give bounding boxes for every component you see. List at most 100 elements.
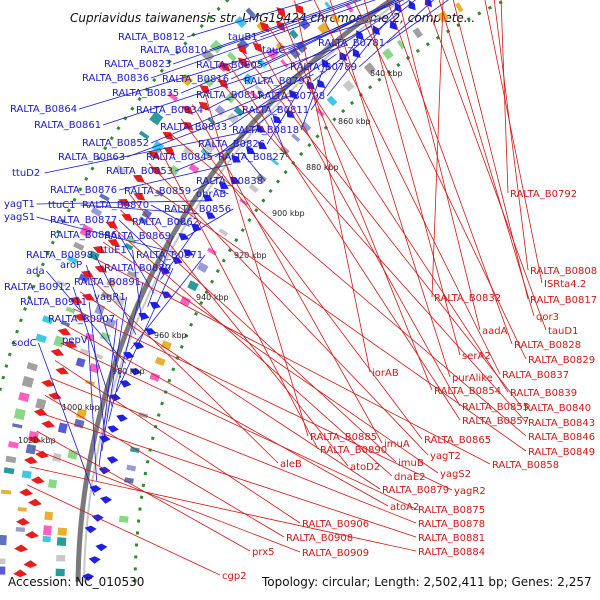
forward-gene-label-48: RALTA_B0911 <box>20 297 87 308</box>
forward-gene-label-51: pepV <box>62 335 88 346</box>
forward-gene-arrow-49 <box>107 425 119 433</box>
forward-leader-line-46 <box>72 286 113 407</box>
forward-leader-line-36 <box>118 219 168 267</box>
feature-block-0-23 <box>234 16 247 29</box>
forward-leader-line-27 <box>241 151 266 182</box>
forward-gene-arrow-15 <box>389 20 398 30</box>
reverse-leader-line-9 <box>363 0 461 356</box>
forward-gene-label-20: RALTA_B0852 <box>82 138 149 149</box>
forward-gene-label-25: ttuD2 <box>12 168 40 179</box>
feature-block-3-40 <box>126 270 137 279</box>
forward-gene-label-28: RALTA_B0876 <box>50 185 117 196</box>
forward-gene-arrow-21 <box>317 79 326 88</box>
feature-block-2-25 <box>241 73 254 85</box>
reverse-gene-label-31: RALTA_B0858 <box>492 460 559 471</box>
reverse-leader-line-26 <box>138 178 527 452</box>
feature-block-3-46 <box>93 353 104 360</box>
feature-block-2-47 <box>75 357 86 368</box>
kbp-tick-label-6: 960 kbp <box>154 331 187 340</box>
forward-gene-arrow-26 <box>256 124 266 133</box>
reverse-leader-line-14 <box>280 12 433 391</box>
reverse-leader-line-16 <box>253 37 461 407</box>
forward-leader-line-31 <box>36 200 206 205</box>
reverse-gene-label-33: RALTA_B0879 <box>382 485 449 496</box>
forward-gene-label-12: RALTA_B0815 <box>196 90 263 101</box>
feature-block-1-55 <box>21 470 32 479</box>
reverse-leader-line-29 <box>111 225 393 477</box>
reverse-gene-label-24: RALTA_B0890 <box>320 445 387 456</box>
reverse-gene-label-20: RALTA_B0885 <box>310 432 377 443</box>
forward-gene-label-31: yagT1 <box>4 199 35 210</box>
reverse-gene-label-9: serA2 <box>462 351 491 362</box>
reverse-gene-label-14: RALTA_B0854 <box>434 386 501 397</box>
inner-feature-block-8 <box>455 2 464 13</box>
forward-leader-line-38 <box>118 234 155 294</box>
reverse-gene-label-0: RALTA_B0792 <box>510 189 577 200</box>
forward-leader-line-11 <box>180 0 405 94</box>
forward-leader-line-16 <box>310 35 361 111</box>
forward-gene-label-19: RALTA_B0818 <box>232 125 299 136</box>
reverse-gene-label-44: cgp2 <box>222 571 247 582</box>
reverse-gene-label-19: RALTA_B0843 <box>528 418 595 429</box>
reverse-gene-arrow-32 <box>198 101 210 111</box>
forward-gene-label-30: ohrAB <box>196 189 226 200</box>
forward-leader-line-48 <box>88 301 106 437</box>
forward-gene-arrow-53 <box>89 485 102 493</box>
feature-block-3-50 <box>76 408 88 420</box>
inner-feature-block-27 <box>218 228 229 237</box>
feature-block-0-59 <box>0 534 7 546</box>
gc-skew-dots-outer <box>0 0 231 397</box>
inner-feature-block-17 <box>326 95 338 107</box>
forward-gene-label-17: RALTA_B0861 <box>34 120 101 131</box>
feature-block-0-41 <box>66 255 78 264</box>
forward-gene-arrow-43 <box>133 342 145 350</box>
feature-block-0-40 <box>73 241 85 251</box>
forward-gene-arrow-40 <box>149 302 161 309</box>
reverse-leader-line-37 <box>54 360 301 524</box>
forward-gene-label-35: yagS1 <box>4 212 35 223</box>
reverse-gene-label-36: RALTA_B0875 <box>418 505 485 516</box>
forward-leader-line-51 <box>88 339 97 481</box>
reverse-leader-line-30 <box>102 241 439 474</box>
feature-block-2-28 <box>214 104 226 116</box>
reverse-gene-arrow-28 <box>237 57 248 68</box>
reverse-leader-line-12 <box>313 0 501 375</box>
forward-leader-line-28 <box>119 163 233 191</box>
reverse-leader-line-7 <box>398 0 481 331</box>
reverse-gene-label-1: RALTA_B0808 <box>530 266 597 277</box>
reverse-gene-label-41: prx5 <box>252 547 274 558</box>
reverse-gene-label-39: RALTA_B0908 <box>286 533 353 544</box>
forward-gene-label-15: RALTA_B0834 <box>136 105 203 116</box>
forward-leader-line-19 <box>300 64 326 131</box>
reverse-leader-line-13 <box>294 0 371 373</box>
reverse-leader-line-17 <box>240 49 523 408</box>
feature-block-0-35 <box>115 164 127 175</box>
feature-block-3-32 <box>188 163 200 174</box>
reverse-gene-arrow-49 <box>69 296 83 304</box>
feature-block-1-53 <box>25 443 37 455</box>
reverse-gene-label-13: iorAB <box>372 368 399 379</box>
reverse-gene-arrow-67 <box>14 544 29 553</box>
reverse-leader-line-10 <box>353 0 527 360</box>
reverse-gene-arrow-65 <box>16 517 30 526</box>
reverse-gene-arrow-37 <box>148 151 161 160</box>
kbp-tick-label-0: 840 kbp <box>370 69 403 78</box>
forward-leader-line-1 <box>260 0 363 38</box>
reverse-gene-label-7: aadA <box>482 326 508 337</box>
feature-block-3-22 <box>289 47 301 59</box>
feature-block-0-29 <box>167 91 179 102</box>
forward-gene-arrow-46 <box>119 380 132 388</box>
reverse-gene-arrow-36 <box>163 147 175 156</box>
forward-gene-label-3: RALTA_B0810 <box>140 45 207 56</box>
reverse-leader-line-43 <box>29 466 417 552</box>
feature-block-2-51 <box>57 422 68 434</box>
feature-block-0-55 <box>3 467 15 475</box>
forward-leader-line-41 <box>94 254 137 335</box>
forward-leader-line-25 <box>44 128 261 174</box>
reverse-leader-line-0 <box>500 0 509 194</box>
inner-feature-block-29 <box>196 262 209 273</box>
reverse-gene-arrow-68 <box>23 560 38 568</box>
feature-block-1-27 <box>203 76 215 88</box>
reverse-gene-arrow-31 <box>199 85 211 95</box>
